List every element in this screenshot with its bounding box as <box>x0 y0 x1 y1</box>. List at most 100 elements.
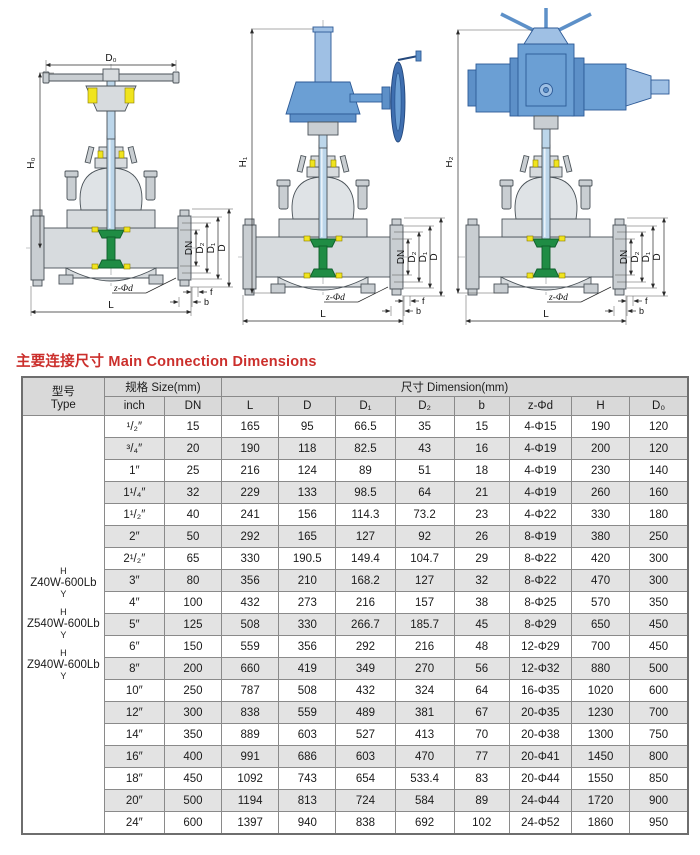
col-header-h: H <box>570 396 631 416</box>
dim-label-f: f <box>645 296 648 306</box>
table-cell: 120 <box>629 415 689 438</box>
table-cell: 124 <box>278 459 337 482</box>
table-cell: 420 <box>570 547 631 570</box>
dimension-f-b: f b <box>170 287 213 307</box>
table-cell: 1194 <box>221 789 280 812</box>
table-cell: 432 <box>335 679 396 702</box>
table-row: 1¹/₄″ 32 229 133 98.5 64 21 4-Φ19 260 160 <box>22 481 689 504</box>
table-cell: 1092 <box>221 767 280 790</box>
table-row: ³/₄″ 20 190 118 82.5 43 16 4-Φ19 200 120 <box>22 437 689 460</box>
table-cell: 165 <box>221 415 280 438</box>
table-cell: 559 <box>278 701 337 724</box>
table-cell: 89 <box>335 459 396 482</box>
dim-label-h2: H₂ <box>446 156 455 167</box>
dim-label-b: b <box>639 306 644 316</box>
table-cell: 450 <box>629 613 689 636</box>
table-cell: 102 <box>453 811 510 835</box>
table-cell: 127 <box>394 569 455 592</box>
table-cell: 1¹/₄″ <box>103 481 165 504</box>
table-cell: 200 <box>163 657 223 680</box>
table-cell: 83 <box>453 767 510 790</box>
table-cell: 160 <box>629 481 689 504</box>
bolt-callout: z-Φd <box>324 286 389 303</box>
dimension-l: L <box>242 295 404 325</box>
table-cell: 508 <box>278 679 337 702</box>
col-header-z-phi-d: z-Φd <box>508 396 573 416</box>
col-header-type-cn: 型号 <box>51 385 75 398</box>
table-row: H Z40W-600Lb Y H Z540W-600Lb Y H Z940W-600Lb Y ¹/… <box>21 415 689 835</box>
table-row: 6″ 150 559 356 292 216 48 12-Φ29 700 450 <box>22 635 689 658</box>
table-cell: 724 <box>335 789 396 812</box>
table-cell: 149.4 <box>335 547 396 570</box>
table-cell: 133 <box>278 481 337 504</box>
table-cell: 92 <box>394 525 455 548</box>
table-cell: 64 <box>394 481 455 504</box>
table-cell: 527 <box>335 723 396 746</box>
dim-label-d1: D₁ <box>206 242 217 253</box>
table-row: 20″ 500 1194 813 724 584 89 24-Φ44 1720 900 <box>22 789 689 812</box>
table-cell: 743 <box>278 767 337 790</box>
table-cell: 700 <box>629 701 689 724</box>
dim-label-l: L <box>108 300 114 311</box>
valve-diagrams: D₀ H₀ DN <box>0 0 700 344</box>
table-cell: 600 <box>163 811 223 835</box>
table-cell: 216 <box>394 635 455 658</box>
valve-diagram-electric: H₂ DN D₂ D₁ D <box>446 8 670 325</box>
table-cell: 8-Φ22 <box>508 547 573 570</box>
table-cell: 1¹/₂″ <box>103 503 165 526</box>
table-cell: 4-Φ19 <box>508 437 573 460</box>
table-cell: 21 <box>453 481 510 504</box>
table-cell: 150 <box>163 635 223 658</box>
table-row: 1¹/₂″ 40 241 156 114.3 73.2 23 4-Φ22 330 180 <box>22 503 689 526</box>
dimension-f-b: f b <box>605 296 648 316</box>
table-cell: 4-Φ19 <box>508 459 573 482</box>
table-cell: 356 <box>221 569 280 592</box>
table-cell: 190 <box>570 415 631 438</box>
table-cell: 127 <box>335 525 396 548</box>
table-cell: 5″ <box>103 613 165 636</box>
table-cell: 114.3 <box>335 503 396 526</box>
table-cell: 349 <box>335 657 396 680</box>
table-cell: 24-Φ44 <box>508 789 573 812</box>
table-cell: 660 <box>221 657 280 680</box>
table-cell: 1720 <box>570 789 631 812</box>
table-cell: 700 <box>570 635 631 658</box>
table-cell: 600 <box>629 679 689 702</box>
table-cell: 1020 <box>570 679 631 702</box>
table-cell: 300 <box>163 701 223 724</box>
table-cell: 292 <box>335 635 396 658</box>
table-cell: 489 <box>335 701 396 724</box>
table-cell: 570 <box>570 591 631 614</box>
table-cell: 6″ <box>103 635 165 658</box>
table-cell: 12-Φ32 <box>508 657 573 680</box>
table-cell: 32 <box>453 569 510 592</box>
dim-label-h0: H₀ <box>26 157 37 168</box>
table-cell: 450 <box>163 767 223 790</box>
table-cell: 324 <box>394 679 455 702</box>
table-cell: 8-Φ25 <box>508 591 573 614</box>
table-cell: 15 <box>453 415 510 438</box>
table-cell: 330 <box>570 503 631 526</box>
table-cell: 381 <box>394 701 455 724</box>
table-cell: 3″ <box>103 569 165 592</box>
dim-label-l: L <box>543 309 549 320</box>
table-cell: 250 <box>629 525 689 548</box>
table-cell: 23 <box>453 503 510 526</box>
table-cell: 450 <box>629 635 689 658</box>
section-title: 主要连接尺寸 Main Connection Dimensions <box>16 354 317 370</box>
table-cell: 838 <box>335 811 396 835</box>
table-cell: 654 <box>335 767 396 790</box>
table-cell: 73.2 <box>394 503 455 526</box>
dimension-f-b: f b <box>382 296 425 316</box>
table-cell: 1397 <box>221 811 280 835</box>
table-cell: 15 <box>163 415 223 438</box>
table-cell: 20-Φ44 <box>508 767 573 790</box>
dimension-diameters: DN D₂ D₁ D <box>615 217 668 297</box>
table-cell: 270 <box>394 657 455 680</box>
table-cell: 229 <box>221 481 280 504</box>
table-cell: 400 <box>163 745 223 768</box>
table-cell: 18″ <box>103 767 165 790</box>
dim-label-d0: D₀ <box>105 53 116 64</box>
dim-label-b: b <box>204 297 209 307</box>
